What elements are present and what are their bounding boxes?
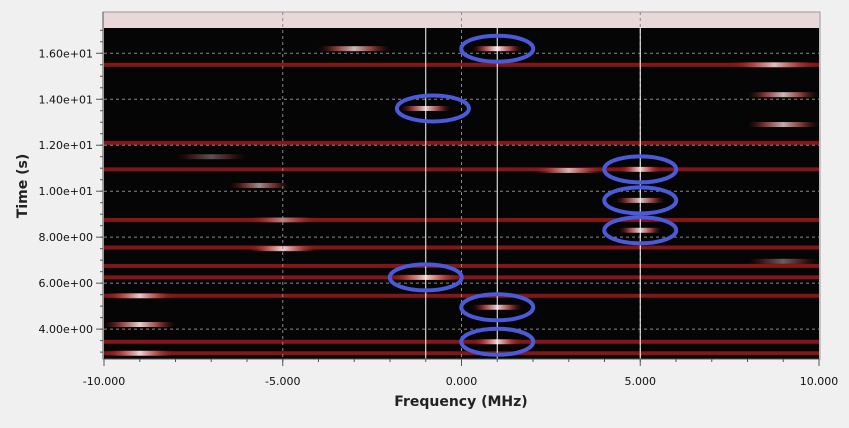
x-tick-label-3: 5.000 — [625, 375, 657, 388]
y-tick-label-6: 1.60e+01 — [39, 47, 93, 60]
x-tick-label-2: 0.000 — [446, 375, 478, 388]
highlight-ellipse-3 — [602, 185, 679, 216]
y-axis-label: Time (s) — [15, 154, 31, 218]
narrowband-burst-0 — [318, 46, 390, 52]
y-tick-label-2: 8.00e+00 — [39, 231, 93, 244]
narrowband-burst-7 — [533, 168, 605, 174]
x-tick-label-1: -5.000 — [265, 375, 300, 388]
narrowband-burst-11 — [247, 217, 319, 223]
narrowband-burst-3 — [747, 92, 819, 98]
y-tick-label-1: 6.00e+00 — [39, 277, 93, 290]
highlight-ellipse-2 — [602, 154, 679, 185]
frequency-marker-lines — [425, 28, 641, 359]
y-axis: 4.00e+00 6.00e+00 8.00e+00 1.00e+01 1.20e+01… — [39, 12, 104, 359]
y-tick-label-3: 1.00e+01 — [39, 185, 93, 198]
highlight-ellipse-1 — [394, 93, 471, 124]
broadband-burst-0 — [104, 351, 819, 356]
y-tick-label-4: 1.20e+01 — [39, 139, 93, 152]
broadband-burst-8 — [104, 140, 819, 145]
narrowband-burst-20 — [104, 350, 176, 356]
broadband-burst-9 — [104, 62, 819, 67]
y-tick-label-0: 4.00e+00 — [39, 323, 93, 336]
x-axis: -10.000 -5.000 0.000 5.000 10.000 — [83, 358, 839, 388]
y-tick-label-5: 1.40e+01 — [39, 93, 93, 106]
broadband-burst-6 — [104, 217, 819, 222]
highlight-ellipse-4 — [602, 215, 679, 246]
highlight-ellipses — [387, 33, 679, 357]
x-axis-label: Frequency (MHz) — [394, 394, 527, 410]
highlight-ellipse-5 — [387, 262, 464, 293]
x-tick-label-4: 10.000 — [800, 375, 839, 388]
narrowband-burst-5 — [747, 122, 819, 128]
x-tick-label-0: -10.000 — [83, 375, 125, 388]
narrowband-burst-16 — [104, 293, 176, 299]
narrowband-burst-18 — [104, 322, 176, 328]
narrowband-burst-9 — [229, 182, 290, 188]
narrowband-burst-2 — [729, 62, 819, 68]
highlight-ellipse-0 — [459, 33, 536, 64]
highlight-ellipse-7 — [459, 326, 536, 357]
highlight-ellipse-6 — [459, 292, 536, 323]
narrowband-burst-6 — [175, 154, 247, 160]
narrowband-burst-14 — [747, 258, 819, 264]
